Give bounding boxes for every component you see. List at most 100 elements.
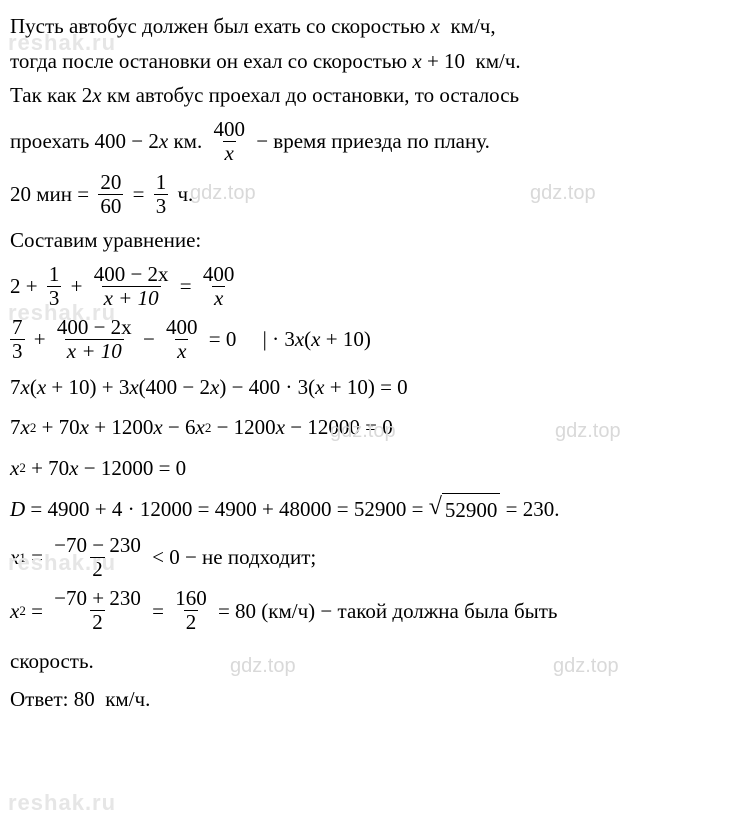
var-x: x: [92, 79, 101, 112]
var-x: x: [153, 411, 162, 444]
fraction: 20 60: [98, 171, 123, 218]
fraction: −70 + 230 2: [52, 587, 143, 634]
var-x: x: [295, 323, 304, 356]
var-x: x: [431, 10, 440, 43]
paragraph-line: 20 мин = 20 60 = 1 3 ч.: [10, 171, 723, 218]
var-x: x: [10, 595, 19, 628]
text: = 80 (км/ч) − такой должна была быть: [213, 595, 558, 628]
text: 2 +: [10, 270, 43, 303]
numerator: 20: [98, 171, 123, 194]
denominator: x: [223, 141, 236, 165]
fraction: 400 x: [164, 316, 200, 363]
denominator: 60: [98, 194, 123, 218]
paragraph-line: скорость.: [10, 645, 723, 678]
var-x: x: [21, 411, 30, 444]
fraction: 1 3: [47, 263, 62, 310]
text: < 0 − не подходит;: [147, 541, 316, 574]
var-x: x: [129, 371, 138, 404]
text: Так как 2: [10, 79, 92, 112]
text: − 1200: [211, 411, 275, 444]
paragraph-line: проехать 400 − 2 x км. 400 x − время при…: [10, 118, 723, 165]
var-x: x: [276, 411, 285, 444]
text: = 4900 + 4 · 12000 = 4900 + 48000 = 5290…: [25, 493, 429, 526]
numerator: 400 − 2x: [55, 316, 134, 339]
fraction: 1 3: [154, 171, 169, 218]
paragraph-line: Так как 2 x км автобус проехал до остано…: [10, 79, 723, 112]
var-x: x: [10, 541, 19, 574]
denominator: 2: [90, 610, 105, 634]
var-x: x: [412, 45, 421, 78]
denominator: 2: [90, 557, 105, 581]
var-x: x: [21, 371, 30, 404]
paragraph-line: Пусть автобус должен был ехать со скорос…: [10, 10, 723, 43]
text: + 10) + 3: [46, 371, 129, 404]
text: 7: [10, 371, 21, 404]
paragraph-line: тогда после остановки он ехал со скорост…: [10, 45, 723, 78]
answer-line: Ответ: 80 км/ч.: [10, 683, 723, 716]
text: проехать 400 − 2: [10, 125, 159, 158]
text: =: [175, 270, 197, 303]
text: − 12000 = 0: [79, 452, 187, 485]
text: тогда после остановки он ехал со скорост…: [10, 45, 412, 78]
denominator: x + 10: [102, 286, 161, 310]
text: −: [138, 323, 160, 356]
equation-line: 7 x2 + 70 x + 1200 x − 6 x2 − 1200 x − 1…: [10, 411, 723, 444]
text: км автобус проехал до остановки, то оста…: [102, 79, 520, 112]
fraction: 7 3: [10, 316, 25, 363]
watermark-text: reshak.ru: [8, 790, 116, 816]
text: Ответ: 80 км/ч.: [10, 683, 150, 716]
var-x: x: [196, 411, 205, 444]
denominator: 3: [47, 286, 62, 310]
fraction: 400 x: [211, 118, 247, 165]
text: ) − 400 · 3(: [219, 371, 315, 404]
text: + 10): [320, 323, 370, 356]
var-x: x: [210, 371, 219, 404]
text: км/ч,: [440, 10, 496, 43]
var-x: x: [159, 125, 168, 158]
text: + 10) = 0: [325, 371, 408, 404]
denominator: x + 10: [65, 339, 124, 363]
var-x: x: [69, 452, 78, 485]
denominator: 3: [10, 339, 25, 363]
numerator: 160: [173, 587, 209, 610]
text: 20 мин =: [10, 178, 94, 211]
text: +: [65, 270, 87, 303]
denominator: 3: [154, 194, 169, 218]
equation-line: 7 x ( x + 10) + 3 x (400 − 2 x ) − 400 ·…: [10, 371, 723, 404]
var-d: D: [10, 493, 25, 526]
page: Пусть автобус должен был ехать со скорос…: [0, 0, 733, 728]
fraction: −70 − 230 2: [52, 534, 143, 581]
text: + 1200: [89, 411, 153, 444]
numerator: 400: [201, 263, 237, 286]
denominator: x: [212, 286, 225, 310]
text: км.: [168, 125, 207, 158]
numerator: 7: [10, 316, 25, 339]
equation-line: x2 = −70 + 230 2 = 160 2 = 80 (км/ч) − т…: [10, 587, 723, 634]
numerator: 400: [211, 118, 247, 141]
text: + 10 км/ч.: [422, 45, 521, 78]
equation-line: D = 4900 + 4 · 12000 = 4900 + 48000 = 52…: [10, 493, 723, 527]
numerator: 400: [164, 316, 200, 339]
radicand: 52900: [442, 493, 501, 527]
radical-icon: √: [429, 495, 442, 529]
equation-line: x2 + 70 x − 12000 = 0: [10, 452, 723, 485]
text: 7: [10, 411, 21, 444]
text: ч.: [172, 178, 193, 211]
numerator: −70 + 230: [52, 587, 143, 610]
var-x: x: [311, 323, 320, 356]
text: Составим уравнение:: [10, 224, 201, 257]
fraction: 400 − 2x x + 10: [55, 316, 134, 363]
var-x: x: [37, 371, 46, 404]
var-x: x: [80, 411, 89, 444]
fraction: 400 − 2x x + 10: [92, 263, 171, 310]
numerator: 400 − 2x: [92, 263, 171, 286]
numerator: 1: [47, 263, 62, 286]
var-x: x: [315, 371, 324, 404]
text: (: [30, 371, 37, 404]
text: − время приезда по плану.: [251, 125, 490, 158]
text: + 70: [26, 452, 69, 485]
denominator: 2: [184, 610, 199, 634]
numerator: 1: [154, 171, 169, 194]
text: +: [29, 323, 51, 356]
text: + 70: [36, 411, 79, 444]
